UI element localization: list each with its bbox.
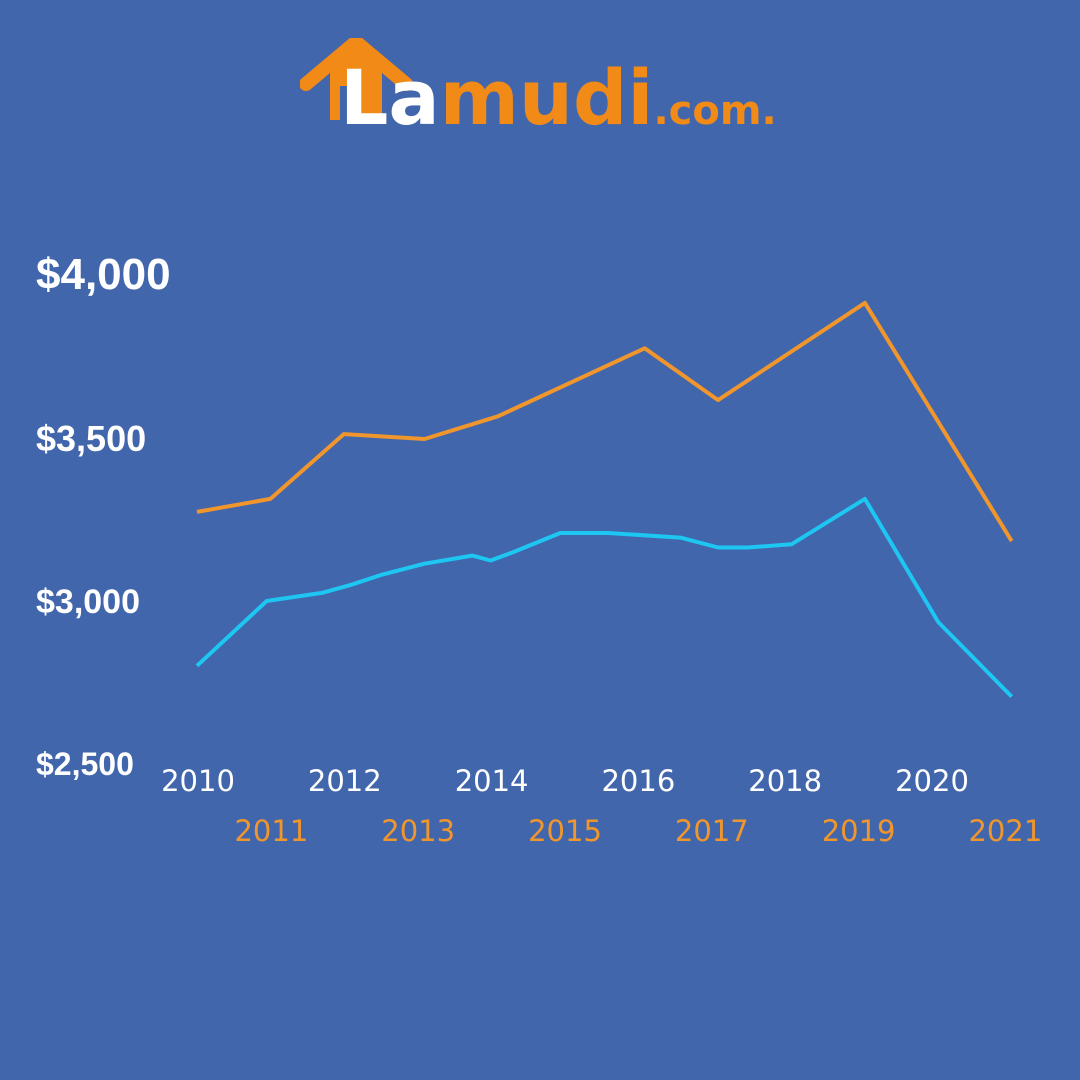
x-tick-label: 2011 bbox=[234, 814, 308, 848]
y-tick-label: $2,500 bbox=[36, 746, 134, 782]
x-tick-label: 2021 bbox=[968, 814, 1042, 848]
house-icon bbox=[300, 38, 413, 120]
x-tick-label: 2010 bbox=[161, 764, 235, 798]
lamudi-logo: Lamudi.com.mx bbox=[300, 38, 780, 138]
y-axis-labels: $4,000 $3,500 $3,000 $2,500 bbox=[36, 250, 171, 782]
x-tick-label: 2016 bbox=[601, 764, 675, 798]
brand-name-white: La bbox=[340, 53, 440, 138]
x-tick-label: 2020 bbox=[895, 764, 969, 798]
y-tick-label: $4,000 bbox=[36, 250, 171, 299]
x-axis-labels: 2010 2012 2014 2016 2018 2020 2011 2013 2015 2017… bbox=[161, 764, 1042, 848]
x-tick-label: 2015 bbox=[528, 814, 602, 848]
series-line-cyan bbox=[195, 496, 1014, 699]
x-tick-label: 2012 bbox=[308, 764, 382, 798]
x-tick-label: 2013 bbox=[381, 814, 455, 848]
brand-domain: .com.mx bbox=[653, 88, 780, 134]
x-tick-label: 2014 bbox=[455, 764, 529, 798]
series-line-orange bbox=[196, 300, 1014, 543]
series-lines bbox=[195, 300, 1014, 699]
y-tick-label: $3,500 bbox=[36, 418, 146, 459]
brand-name-orange: mudi bbox=[440, 53, 654, 138]
x-tick-label: 2019 bbox=[822, 814, 896, 848]
x-tick-label: 2018 bbox=[748, 764, 822, 798]
y-tick-label: $3,000 bbox=[36, 583, 140, 621]
x-tick-label: 2017 bbox=[675, 814, 749, 848]
svg-text:Lamudi.com.mx: Lamudi.com.mx bbox=[340, 53, 780, 138]
